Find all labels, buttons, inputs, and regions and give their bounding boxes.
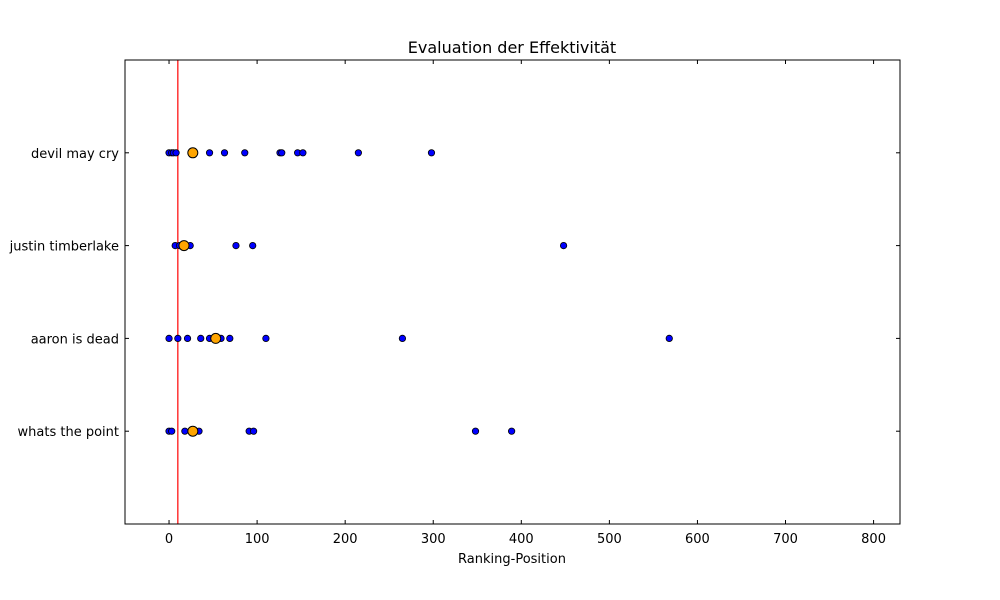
data-point [249,242,257,250]
data-point [232,242,240,250]
y-tick-label: aaron is dead [31,332,119,347]
x-tick-label: 200 [333,532,358,547]
data-point [165,334,173,342]
highlight-point [187,147,199,159]
data-point [508,427,516,435]
data-point [249,427,258,435]
data-point [398,334,407,342]
data-point [262,334,270,342]
highlight-point [210,332,222,344]
data-point [220,149,229,157]
data-point [174,334,182,342]
x-tick-label: 800 [861,532,886,547]
y-tick-label: devil may cry [31,147,119,162]
data-point [559,242,568,250]
highlight-point [187,425,199,437]
data-point [471,427,480,435]
x-tick-label: 400 [509,532,534,547]
x-tick-label: 300 [421,532,446,547]
y-tick-label: justin timberlake [9,240,119,255]
data-point [665,334,673,342]
data-point [278,149,286,157]
data-point [354,149,362,157]
chart-title: Evaluation der Effektivität [408,38,616,57]
x-tick-label: 100 [245,532,270,547]
x-tick-label: 600 [685,532,710,547]
x-tick-label: 0 [165,532,173,547]
x-tick-label: 500 [597,532,622,547]
plot-frame [124,59,901,525]
data-point [427,149,436,157]
data-point [299,149,307,157]
data-point [168,427,176,435]
data-point [181,427,189,435]
data-point [197,334,205,342]
data-point [172,149,180,157]
data-point [241,149,249,157]
x-axis-label: Ranking-Position [458,552,566,567]
data-point [205,149,214,157]
data-point [183,334,192,342]
data-point [226,334,234,342]
highlight-point [178,240,190,252]
y-tick-label: whats the point [18,425,119,440]
x-tick-label: 700 [773,532,798,547]
